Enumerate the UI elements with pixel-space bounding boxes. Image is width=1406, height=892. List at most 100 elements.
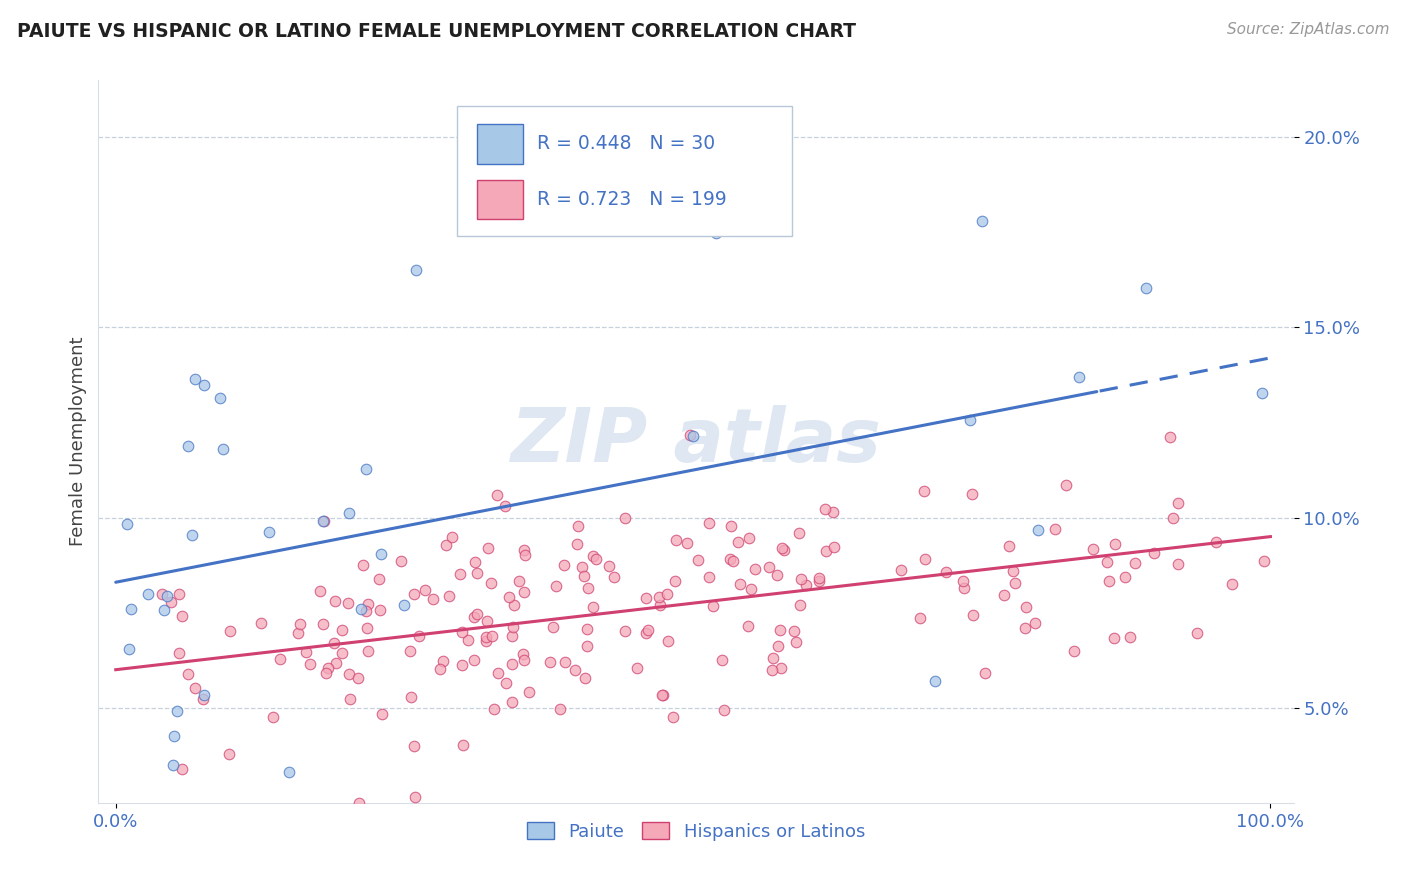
Point bbox=[1102, 631, 1125, 645]
Point bbox=[634, 626, 657, 640]
Point bbox=[1159, 430, 1181, 444]
Point bbox=[404, 739, 426, 753]
Point bbox=[312, 514, 335, 528]
Point bbox=[515, 548, 537, 562]
Point bbox=[1205, 534, 1227, 549]
Point bbox=[564, 663, 586, 677]
Point bbox=[1098, 574, 1121, 588]
Point bbox=[337, 666, 360, 681]
Point bbox=[432, 654, 454, 668]
Point bbox=[193, 378, 215, 392]
Point bbox=[1220, 576, 1243, 591]
Point bbox=[664, 574, 686, 589]
Point bbox=[1014, 622, 1036, 636]
Point bbox=[567, 537, 589, 551]
Point bbox=[464, 555, 486, 569]
Point bbox=[156, 589, 179, 603]
Point bbox=[789, 572, 811, 586]
Point bbox=[1002, 565, 1025, 579]
Point bbox=[626, 660, 648, 674]
Point bbox=[721, 554, 744, 568]
Y-axis label: Female Unemployment: Female Unemployment bbox=[69, 337, 87, 546]
Point bbox=[339, 692, 361, 706]
Point bbox=[330, 624, 353, 638]
Point bbox=[679, 427, 702, 442]
Point bbox=[169, 587, 191, 601]
Point bbox=[498, 590, 520, 604]
Point bbox=[159, 595, 181, 609]
Point bbox=[434, 539, 457, 553]
Point bbox=[153, 602, 176, 616]
Point bbox=[389, 554, 412, 568]
Legend: Paiute, Hispanics or Latinos: Paiute, Hispanics or Latinos bbox=[520, 815, 872, 848]
Point bbox=[554, 656, 576, 670]
Point bbox=[502, 620, 524, 634]
Point bbox=[541, 619, 564, 633]
Point bbox=[728, 577, 751, 591]
Point bbox=[890, 563, 912, 577]
Point bbox=[392, 598, 415, 612]
Point bbox=[404, 789, 426, 804]
Point bbox=[287, 626, 309, 640]
Point bbox=[474, 630, 496, 644]
Point bbox=[1167, 557, 1189, 571]
Point bbox=[807, 570, 830, 584]
Point bbox=[294, 645, 316, 659]
Point bbox=[212, 442, 235, 456]
Point bbox=[323, 594, 346, 608]
Point bbox=[686, 553, 709, 567]
Point bbox=[815, 543, 838, 558]
Point bbox=[548, 702, 571, 716]
Point bbox=[408, 629, 430, 643]
Point bbox=[298, 657, 321, 671]
Point bbox=[405, 263, 427, 277]
Point bbox=[354, 462, 377, 476]
Point bbox=[571, 560, 593, 574]
Point bbox=[1104, 537, 1126, 551]
Point bbox=[115, 517, 138, 532]
Point bbox=[574, 569, 596, 583]
Point bbox=[449, 566, 471, 581]
Point bbox=[1167, 496, 1189, 510]
Point bbox=[451, 625, 474, 640]
Point bbox=[682, 429, 704, 443]
Point bbox=[738, 531, 761, 545]
Point bbox=[973, 665, 995, 680]
Text: ZIP atlas: ZIP atlas bbox=[510, 405, 882, 478]
Point bbox=[762, 651, 785, 665]
Point bbox=[769, 661, 792, 675]
Point bbox=[676, 536, 699, 550]
Point bbox=[422, 591, 444, 606]
Point bbox=[437, 589, 460, 603]
Point bbox=[970, 214, 993, 228]
Point bbox=[314, 514, 336, 528]
Point bbox=[486, 488, 509, 502]
Point bbox=[1253, 554, 1275, 568]
Point bbox=[614, 624, 637, 639]
Point bbox=[357, 644, 380, 658]
Point bbox=[463, 653, 485, 667]
Point bbox=[769, 623, 792, 637]
Point bbox=[576, 639, 599, 653]
Point bbox=[262, 709, 284, 723]
Point bbox=[370, 603, 392, 617]
Point bbox=[177, 439, 200, 453]
Point bbox=[513, 543, 536, 558]
Point bbox=[1118, 630, 1140, 644]
Point bbox=[651, 688, 673, 702]
Point bbox=[193, 688, 215, 702]
Point bbox=[356, 604, 378, 618]
Point bbox=[357, 597, 380, 611]
Point bbox=[1143, 545, 1166, 559]
Point bbox=[463, 610, 485, 624]
Point bbox=[184, 372, 207, 386]
Point bbox=[598, 558, 620, 573]
Point bbox=[713, 703, 735, 717]
Point bbox=[209, 391, 232, 405]
Point bbox=[177, 667, 200, 681]
Point bbox=[908, 611, 931, 625]
Point bbox=[808, 574, 831, 588]
Point bbox=[257, 524, 280, 539]
Point bbox=[770, 541, 793, 555]
Point bbox=[959, 413, 981, 427]
